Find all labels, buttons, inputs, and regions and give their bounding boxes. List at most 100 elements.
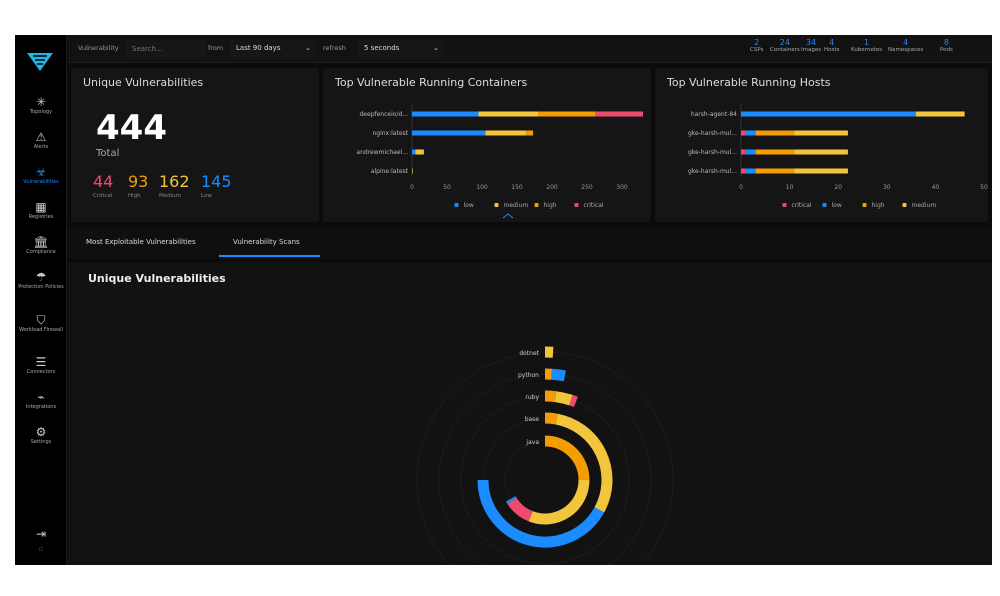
radial-segment-low[interactable] [506, 496, 517, 504]
radial-segment-high[interactable] [544, 390, 557, 403]
severity-count-critical: 44 [93, 172, 114, 191]
stat-value: 8 [943, 38, 949, 47]
radial-segment-low[interactable] [477, 479, 605, 548]
radial-segment-critical[interactable] [569, 394, 578, 408]
bar-segment-low[interactable] [412, 149, 416, 155]
bar-segment-medium[interactable] [794, 130, 848, 136]
bar-segment-high[interactable] [755, 149, 795, 155]
logout-button[interactable]: ⇥ [15, 527, 67, 541]
legend-label[interactable]: high [544, 202, 557, 209]
bar-segment-critical[interactable] [741, 168, 746, 174]
bar-segment-high[interactable] [538, 111, 596, 117]
containers-bar-chart: deepfenceio/d... nginx:latest andrewmichae… [356, 104, 643, 219]
category-label: harsh-agent-84 [691, 111, 737, 118]
stat-pods[interactable]: 8 Pods [940, 38, 953, 54]
bar-segment-low[interactable] [745, 168, 756, 174]
sidebar-item-vulnerabilities[interactable]: ☣ Vulnerabilities [15, 165, 67, 185]
stat-label: Images [801, 47, 822, 53]
category-label: alpine:latest [371, 168, 409, 175]
bar-segment-high[interactable] [755, 168, 795, 174]
tab-bar: Most Exploitable Vulnerabilities Vulnera… [68, 227, 992, 259]
stat-hosts[interactable]: 4 Hosts [824, 38, 840, 54]
bar-segment-medium[interactable] [794, 168, 848, 174]
logo-icon[interactable] [27, 53, 53, 71]
stat-value: 4 [829, 38, 835, 47]
stat-containers[interactable]: 24 Containers [770, 39, 800, 54]
stat-namespaces[interactable]: 4 Namespaces [888, 38, 923, 54]
refresh-select[interactable]: 5 seconds ⌄ [358, 39, 444, 59]
sidebar-item-label: Settings [30, 439, 52, 445]
sidebar-item-integrations[interactable]: ⌁ Integrations [15, 390, 67, 410]
tab-vulnerability-scans[interactable]: Vulnerability Scans [233, 238, 300, 246]
bar-segment-low[interactable] [412, 130, 486, 136]
legend-swatch [782, 203, 787, 207]
bar-segment-high[interactable] [755, 130, 795, 136]
stat-csps[interactable]: 2 CSPs [750, 39, 763, 54]
category-label: deepfenceio/d... [360, 111, 409, 118]
bar-segment-medium[interactable] [485, 130, 527, 136]
x-tick-label: 30 [883, 184, 891, 191]
bar-segment-medium[interactable] [478, 111, 539, 117]
stat-value: 4 [903, 38, 909, 47]
legend-label[interactable]: critical [792, 202, 812, 209]
legend-label[interactable]: medium [912, 202, 937, 209]
sidebar-item-label: Workload Firewall [19, 327, 63, 333]
bar-segment-low[interactable] [412, 111, 479, 117]
x-tick-label: 250 [581, 184, 593, 191]
sidebar-item-label: Registries [28, 214, 54, 220]
collapse-button[interactable]: ▫ [15, 545, 67, 553]
sidebar: ✳ Topology ⚠ Alerts ☣ Vulnerabilities ▦ Registr… [15, 35, 67, 565]
category-label: gke-harsh-mul... [688, 168, 737, 175]
time-range-select[interactable]: Last 90 days ⌄ [230, 39, 316, 59]
radial-segment-high[interactable] [544, 435, 590, 481]
sidebar-item-workload-firewall[interactable]: ⛉ Workload Firewall [15, 313, 67, 333]
bar-segment-critical[interactable] [741, 149, 746, 155]
bar-segment-low[interactable] [741, 111, 916, 117]
top-containers-card: Top Vulnerable Running Containers deepfe… [323, 68, 651, 222]
sidebar-item-compliance[interactable]: 🏛 Compliance [15, 235, 67, 255]
radial-segment-low[interactable] [551, 368, 566, 382]
radial-segment-high[interactable] [544, 412, 558, 425]
bar-segment-medium[interactable] [412, 168, 413, 174]
bar-segment-low[interactable] [745, 130, 756, 136]
x-tick-label: 10 [786, 184, 794, 191]
stat-label: Hosts [824, 47, 840, 53]
plug-icon: ⌁ [37, 390, 45, 404]
time-range-value: Last 90 days [236, 44, 281, 52]
app-window: ✳ Topology ⚠ Alerts ☣ Vulnerabilities ▦ Registr… [15, 35, 992, 565]
legend-label[interactable]: medium [504, 202, 529, 209]
sidebar-item-topology[interactable]: ✳ Topology [15, 95, 67, 115]
stat-images[interactable]: 34 Images [801, 38, 822, 54]
bar-segment-low[interactable] [745, 149, 756, 155]
total-count: 444 [96, 108, 167, 148]
radial-segment-critical[interactable] [507, 497, 533, 522]
x-tick-label: 50 [443, 184, 451, 191]
top-bar: Vulnerability from Last 90 days ⌄ refresh… [68, 35, 992, 63]
stat-label: Pods [940, 47, 953, 53]
sidebar-item-alerts[interactable]: ⚠ Alerts [15, 130, 67, 150]
bar-segment-high[interactable] [526, 130, 534, 136]
bar-segment-critical[interactable] [595, 111, 643, 117]
stat-value: 34 [805, 38, 817, 47]
legend-label[interactable]: low [464, 202, 474, 209]
bar-segment-critical[interactable] [741, 130, 746, 136]
radial-segment-medium[interactable] [554, 391, 573, 406]
search-input[interactable] [126, 39, 206, 59]
radial-segment-medium[interactable] [528, 479, 590, 525]
legend-label[interactable]: low [832, 202, 842, 209]
legend-label[interactable]: critical [584, 202, 604, 209]
sidebar-item-settings[interactable]: ⚙ Settings [15, 425, 67, 445]
total-label: Total [96, 148, 120, 159]
sidebar-item-registries[interactable]: ▦ Registries [15, 200, 67, 220]
stat-kubernetes[interactable]: 1 Kubernetes [851, 39, 882, 54]
legend-swatch [902, 203, 907, 207]
sidebar-item-protection-policies[interactable]: ☂ Protection Policies [15, 270, 67, 290]
legend-label[interactable]: high [872, 202, 885, 209]
bar-segment-medium[interactable] [415, 149, 424, 155]
tab-most-exploitable[interactable]: Most Exploitable Vulnerabilities [86, 238, 196, 246]
radial-segment-medium[interactable] [555, 413, 613, 513]
bar-segment-medium[interactable] [915, 111, 965, 117]
bar-segment-medium[interactable] [794, 149, 848, 155]
sidebar-item-connectors[interactable]: ☰ Connectors [15, 355, 67, 375]
chevron-up-icon[interactable] [502, 213, 514, 219]
